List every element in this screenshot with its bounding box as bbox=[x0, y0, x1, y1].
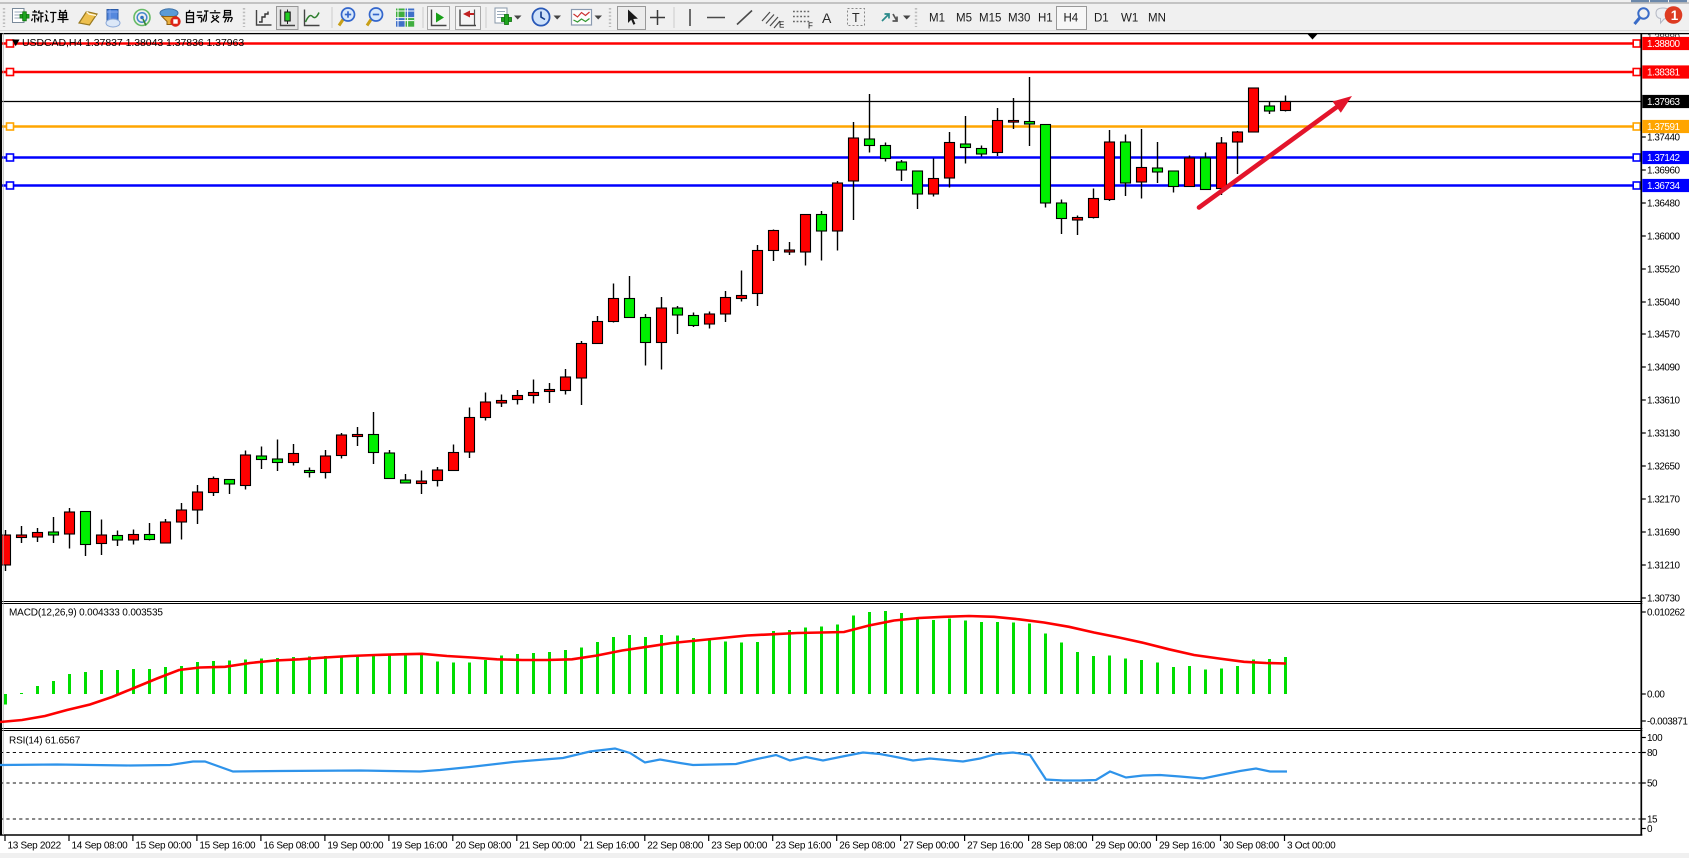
svg-text:M5: M5 bbox=[956, 13, 972, 25]
svg-text:20 Sep 08:00: 20 Sep 08:00 bbox=[455, 841, 512, 852]
svg-text:100: 100 bbox=[1647, 733, 1663, 744]
svg-text:-0.003871: -0.003871 bbox=[1647, 717, 1688, 728]
svg-text:19 Sep 16:00: 19 Sep 16:00 bbox=[391, 841, 448, 852]
svg-text:15: 15 bbox=[1647, 815, 1658, 826]
svg-text:14 Sep 08:00: 14 Sep 08:00 bbox=[72, 841, 129, 852]
svg-text:23 Sep 16:00: 23 Sep 16:00 bbox=[775, 841, 832, 852]
svg-text:1.37963: 1.37963 bbox=[1647, 97, 1681, 108]
svg-text:0.010262: 0.010262 bbox=[1647, 608, 1685, 619]
svg-text:1.30730: 1.30730 bbox=[1647, 594, 1681, 605]
svg-text:27 Sep 16:00: 27 Sep 16:00 bbox=[967, 841, 1024, 852]
svg-text:21 Sep 16:00: 21 Sep 16:00 bbox=[583, 841, 640, 852]
svg-text:1.37440: 1.37440 bbox=[1647, 133, 1681, 144]
svg-text:F: F bbox=[808, 22, 813, 31]
svg-text:22 Sep 08:00: 22 Sep 08:00 bbox=[647, 841, 704, 852]
svg-text:M1: M1 bbox=[929, 13, 945, 25]
svg-text:D1: D1 bbox=[1094, 13, 1109, 25]
svg-text:1.32170: 1.32170 bbox=[1647, 495, 1681, 506]
svg-text:1.31690: 1.31690 bbox=[1647, 528, 1681, 539]
svg-text:H4: H4 bbox=[1064, 13, 1079, 25]
svg-text:19 Sep 00:00: 19 Sep 00:00 bbox=[327, 841, 384, 852]
svg-text:29 Sep 00:00: 29 Sep 00:00 bbox=[1095, 841, 1152, 852]
svg-text:1.36000: 1.36000 bbox=[1647, 232, 1681, 243]
svg-text:1.37142: 1.37142 bbox=[1647, 153, 1680, 164]
svg-text:1.33130: 1.33130 bbox=[1647, 429, 1681, 440]
svg-text:M15: M15 bbox=[979, 13, 1001, 25]
svg-text:USDCAD,H4 1.37837 1.38043 1.3: USDCAD,H4 1.37837 1.38043 1.37836 1.3796… bbox=[22, 37, 244, 49]
svg-text:80: 80 bbox=[1647, 748, 1658, 759]
svg-text:28 Sep 08:00: 28 Sep 08:00 bbox=[1031, 841, 1088, 852]
svg-text:1.35520: 1.35520 bbox=[1647, 265, 1681, 276]
svg-text:1.34090: 1.34090 bbox=[1647, 363, 1681, 374]
svg-text:13 Sep 2022: 13 Sep 2022 bbox=[8, 841, 62, 852]
svg-text:50: 50 bbox=[1647, 779, 1658, 790]
svg-text:H1: H1 bbox=[1038, 13, 1053, 25]
svg-text:W1: W1 bbox=[1121, 13, 1138, 25]
svg-text:1.38800: 1.38800 bbox=[1647, 39, 1681, 50]
svg-text:29 Sep 16:00: 29 Sep 16:00 bbox=[1159, 841, 1216, 852]
svg-text:A: A bbox=[822, 10, 832, 26]
svg-text:1.35040: 1.35040 bbox=[1647, 298, 1681, 309]
svg-text:0.00: 0.00 bbox=[1647, 690, 1665, 701]
svg-text:30 Sep 08:00: 30 Sep 08:00 bbox=[1223, 841, 1280, 852]
svg-text:26 Sep 08:00: 26 Sep 08:00 bbox=[839, 841, 896, 852]
svg-text:MACD(12,26,9) 0.004333 0.00353: MACD(12,26,9) 0.004333 0.003535 bbox=[9, 608, 163, 619]
svg-text:3 Oct 00:00: 3 Oct 00:00 bbox=[1287, 841, 1336, 852]
svg-text:1.33610: 1.33610 bbox=[1647, 396, 1681, 407]
svg-text:MN: MN bbox=[1148, 13, 1166, 25]
svg-text:1.31210: 1.31210 bbox=[1647, 561, 1681, 572]
svg-text:15 Sep 16:00: 15 Sep 16:00 bbox=[199, 841, 256, 852]
svg-text:0: 0 bbox=[1647, 824, 1653, 835]
svg-text:1.36734: 1.36734 bbox=[1647, 181, 1681, 192]
svg-text:16 Sep 08:00: 16 Sep 08:00 bbox=[263, 841, 320, 852]
svg-text:1: 1 bbox=[1671, 8, 1679, 23]
svg-text:1.38381: 1.38381 bbox=[1647, 68, 1681, 79]
svg-text:1.32650: 1.32650 bbox=[1647, 462, 1681, 473]
svg-text:21 Sep 00:00: 21 Sep 00:00 bbox=[519, 841, 576, 852]
svg-text:27 Sep 00:00: 27 Sep 00:00 bbox=[903, 841, 960, 852]
svg-text:RSI(14) 61.6567: RSI(14) 61.6567 bbox=[9, 736, 81, 747]
svg-text:15 Sep 00:00: 15 Sep 00:00 bbox=[135, 841, 192, 852]
svg-text:1.36480: 1.36480 bbox=[1647, 199, 1681, 210]
svg-text:1.37591: 1.37591 bbox=[1647, 122, 1681, 133]
svg-text:E: E bbox=[779, 21, 784, 30]
svg-text:M30: M30 bbox=[1008, 13, 1030, 25]
svg-text:1.36960: 1.36960 bbox=[1647, 166, 1681, 177]
svg-text:T: T bbox=[852, 11, 860, 25]
svg-text:1.34570: 1.34570 bbox=[1647, 330, 1681, 341]
svg-text:23 Sep 00:00: 23 Sep 00:00 bbox=[711, 841, 768, 852]
